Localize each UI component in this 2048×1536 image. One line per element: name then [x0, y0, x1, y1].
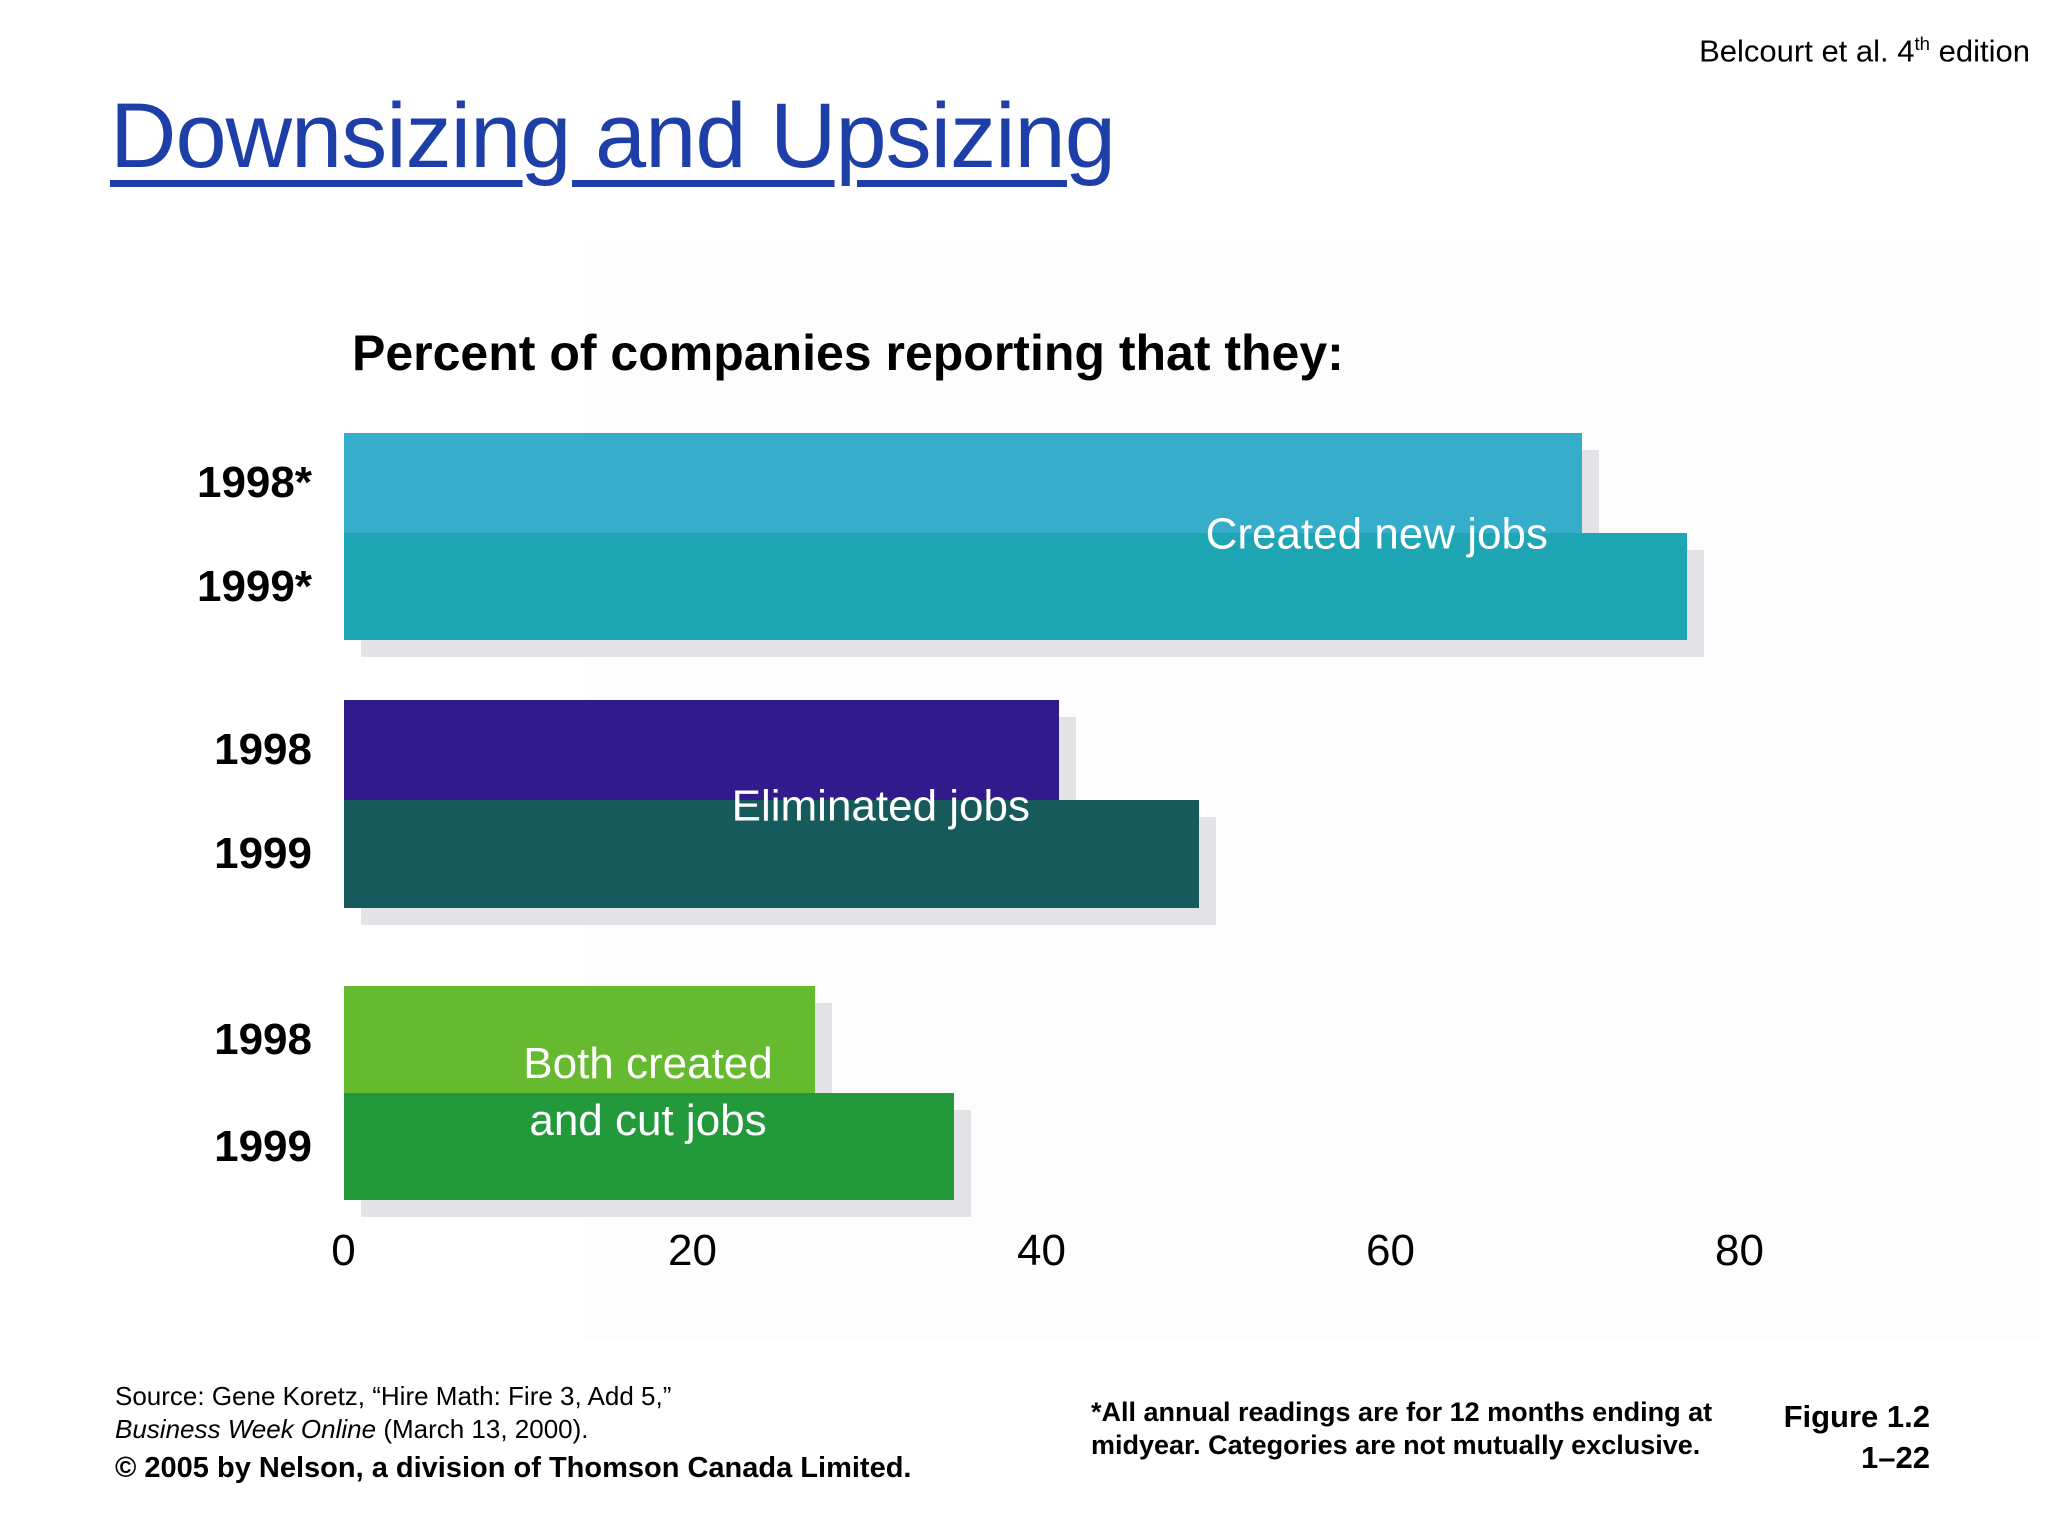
edition-superscript: th: [1914, 33, 1931, 54]
bar-both-created-and-cut-jobs-1999: [343, 1093, 955, 1200]
source-journal-line: Business Week Online (March 13, 2000).: [115, 1413, 911, 1446]
x-axis-tick-60: 60: [1366, 1226, 1415, 1275]
source-line: Source: Gene Koretz, “Hire Math: Fire 3,…: [115, 1381, 672, 1411]
bar-group-label-created-new-jobs: Created new jobs: [1205, 509, 1548, 559]
bar-eliminated-jobs-1999: [343, 800, 1199, 908]
year-label-both-created-and-cut-jobs-1999: 1999: [214, 1121, 312, 1171]
year-label-created-new-jobs-1999: 1999*: [196, 561, 312, 611]
page-title-text: Downsizing and Upsizing: [110, 85, 1116, 187]
figure-label: Figure 1.2: [1783, 1399, 1930, 1434]
copyright-line: © 2005 by Nelson, a division of Thomson …: [115, 1452, 912, 1484]
year-label-both-created-and-cut-jobs-1998: 1998: [214, 1014, 312, 1064]
chart-title: Percent of companies reporting that they…: [352, 325, 1344, 381]
bar-both-created-and-cut-jobs-1998: [343, 986, 815, 1093]
figure-block: Figure 1.2 1–22: [1784, 1396, 1930, 1478]
year-label-eliminated-jobs-1998: 1998: [214, 725, 312, 774]
journal-name: Business Week Online: [115, 1414, 377, 1444]
edition-suffix: edition: [1930, 33, 2030, 69]
bar-created-new-jobs-1999: [343, 533, 1688, 640]
x-axis-tick-40: 40: [1017, 1226, 1066, 1275]
footnote: *All annual readings are for 12 months e…: [1091, 1397, 1713, 1460]
bar-group-label-both-created-and-cut-jobs: Both created and cut jobs: [523, 1039, 773, 1145]
bar-group-label-eliminated-jobs: Eliminated jobs: [731, 781, 1030, 831]
source-block: Source: Gene Koretz, “Hire Math: Fire 3,…: [115, 1380, 911, 1485]
edition-text: Belcourt et al. 4: [1699, 33, 1915, 69]
x-axis-tick-20: 20: [668, 1226, 717, 1275]
year-label-created-new-jobs-1998: 1998*: [196, 458, 312, 507]
x-axis-tick-0: 0: [331, 1226, 356, 1275]
page-title: Downsizing and Upsizing: [110, 84, 1116, 189]
bar-created-new-jobs-1998: [343, 433, 1583, 533]
page-number: 1–22: [1861, 1440, 1930, 1475]
edition-credit: Belcourt et al. 4th edition: [1699, 33, 2030, 69]
journal-date: (March 13, 2000).: [376, 1414, 589, 1444]
x-axis-tick-80: 80: [1715, 1226, 1764, 1275]
bar-eliminated-jobs-1998: [343, 700, 1059, 800]
year-label-eliminated-jobs-1999: 1999: [214, 829, 312, 878]
